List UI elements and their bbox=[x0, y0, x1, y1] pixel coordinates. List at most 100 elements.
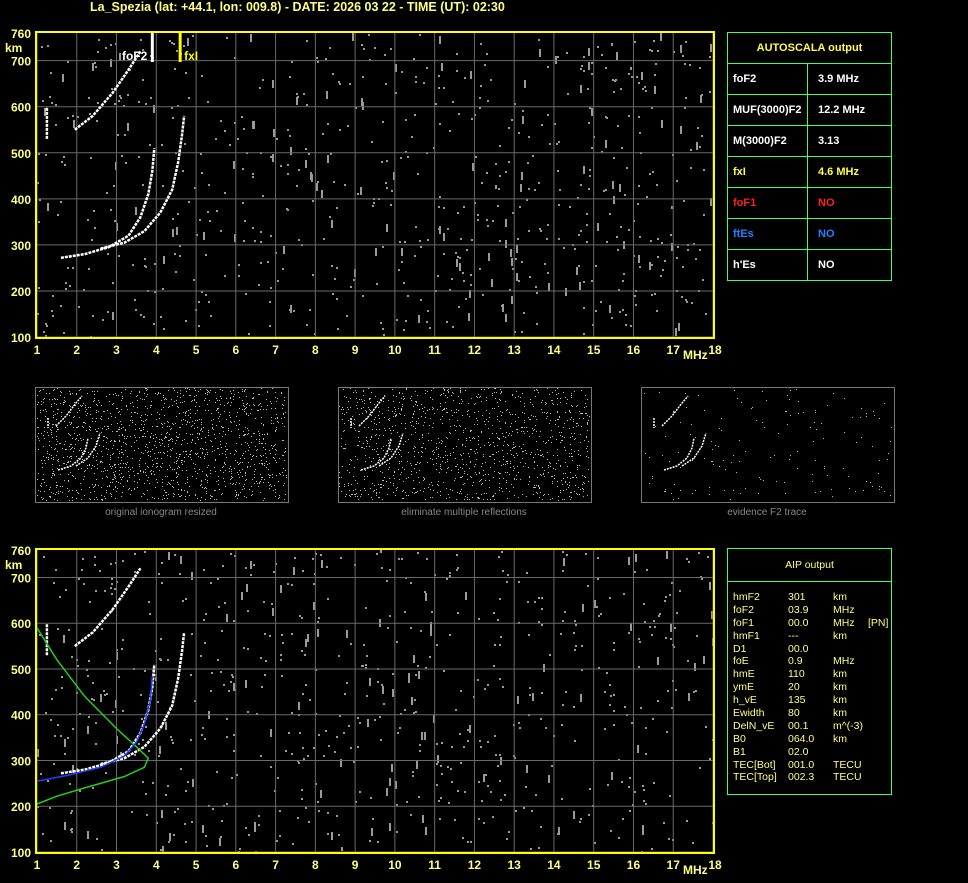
noise-dot bbox=[557, 398, 558, 399]
noise-dot bbox=[64, 397, 65, 398]
noise-dot bbox=[439, 226, 441, 234]
noise-dot bbox=[79, 434, 80, 435]
x-tick-label: 15 bbox=[587, 858, 601, 872]
noise-dot bbox=[546, 413, 547, 414]
row-value: 4.6 MHz bbox=[818, 166, 859, 178]
noise-dot bbox=[209, 400, 210, 401]
noise-dot bbox=[174, 554, 176, 556]
noise-dot bbox=[86, 430, 87, 431]
noise-dot bbox=[131, 446, 132, 447]
noise-dot bbox=[136, 440, 137, 441]
noise-dot bbox=[383, 703, 385, 705]
noise-dot bbox=[58, 493, 59, 494]
noise-dot bbox=[180, 768, 182, 770]
noise-dot bbox=[555, 420, 556, 421]
noise-dot bbox=[64, 402, 65, 403]
noise-dot bbox=[162, 486, 163, 487]
noise-dot bbox=[261, 456, 262, 457]
noise-dot bbox=[587, 585, 589, 587]
noise-dot bbox=[243, 240, 245, 242]
noise-dot bbox=[270, 235, 272, 237]
noise-dot bbox=[502, 491, 503, 492]
noise-dot bbox=[203, 427, 204, 428]
noise-dot bbox=[270, 401, 271, 402]
noise-dot bbox=[478, 618, 480, 620]
noise-dot bbox=[364, 476, 365, 477]
noise-dot bbox=[326, 566, 328, 568]
noise-dot bbox=[587, 399, 588, 400]
noise-dot bbox=[317, 181, 319, 183]
noise-dot bbox=[431, 611, 433, 613]
noise-dot bbox=[533, 494, 534, 495]
noise-dot bbox=[374, 47, 376, 49]
noise-dot bbox=[551, 765, 553, 767]
trace bbox=[360, 437, 392, 471]
noise-dot bbox=[189, 422, 190, 423]
noise-dot bbox=[144, 670, 146, 672]
noise-dot bbox=[189, 454, 190, 455]
noise-dot bbox=[49, 399, 50, 400]
noise-dot bbox=[201, 438, 202, 439]
noise-dot bbox=[401, 398, 402, 399]
noise-dot bbox=[500, 757, 502, 765]
noise-dot bbox=[176, 400, 177, 401]
noise-dot bbox=[499, 439, 500, 440]
noise-dot bbox=[95, 484, 96, 485]
noise-dot bbox=[276, 450, 277, 451]
noise-dot bbox=[203, 619, 205, 621]
noise-dot bbox=[94, 62, 96, 64]
noise-dot bbox=[760, 479, 761, 480]
noise-dot bbox=[45, 335, 47, 337]
noise-dot bbox=[570, 437, 571, 438]
noise-dot bbox=[98, 411, 99, 412]
noise-dot bbox=[75, 439, 76, 440]
aip-cell: 00.1 bbox=[788, 719, 809, 732]
noise-dot bbox=[733, 490, 734, 491]
noise-dot bbox=[331, 220, 333, 228]
noise-dot bbox=[567, 399, 568, 400]
noise-dot bbox=[710, 198, 712, 206]
noise-dot bbox=[404, 398, 405, 399]
noise-dot bbox=[162, 482, 163, 483]
noise-dot bbox=[411, 465, 412, 466]
noise-dot bbox=[527, 162, 529, 164]
noise-dot bbox=[152, 497, 153, 498]
noise-dot bbox=[736, 472, 737, 473]
noise-dot bbox=[418, 477, 419, 478]
noise-dot bbox=[507, 472, 508, 473]
noise-dot bbox=[50, 487, 51, 488]
noise-dot bbox=[44, 482, 45, 483]
noise-dot bbox=[201, 419, 202, 420]
noise-dot bbox=[467, 414, 468, 415]
noise-dot bbox=[97, 102, 99, 104]
noise-dot bbox=[114, 464, 115, 465]
noise-dot bbox=[465, 428, 466, 429]
noise-dot bbox=[108, 449, 109, 450]
noise-dot bbox=[634, 41, 636, 43]
noise-dot bbox=[618, 289, 620, 291]
noise-dot bbox=[578, 454, 579, 455]
noise-dot bbox=[263, 601, 265, 603]
noise-dot bbox=[220, 441, 221, 442]
noise-dot bbox=[521, 331, 523, 333]
noise-dot bbox=[106, 429, 107, 430]
noise-dot bbox=[218, 412, 219, 413]
noise-dot bbox=[142, 49, 144, 51]
noise-dot bbox=[200, 430, 201, 431]
noise-dot bbox=[40, 773, 42, 775]
noise-dot bbox=[403, 329, 405, 331]
noise-dot bbox=[192, 35, 194, 37]
noise-dot bbox=[168, 390, 169, 391]
noise-dot bbox=[346, 682, 348, 684]
noise-dot bbox=[470, 440, 471, 441]
noise-dot bbox=[66, 449, 67, 450]
noise-dot bbox=[475, 472, 476, 473]
noise-dot bbox=[315, 669, 317, 671]
noise-dot bbox=[457, 567, 459, 569]
noise-dot bbox=[486, 219, 488, 221]
noise-dot bbox=[401, 248, 403, 256]
noise-dot bbox=[97, 453, 98, 454]
noise-dot bbox=[217, 400, 218, 401]
noise-dot bbox=[164, 453, 165, 454]
noise-dot bbox=[207, 101, 209, 103]
